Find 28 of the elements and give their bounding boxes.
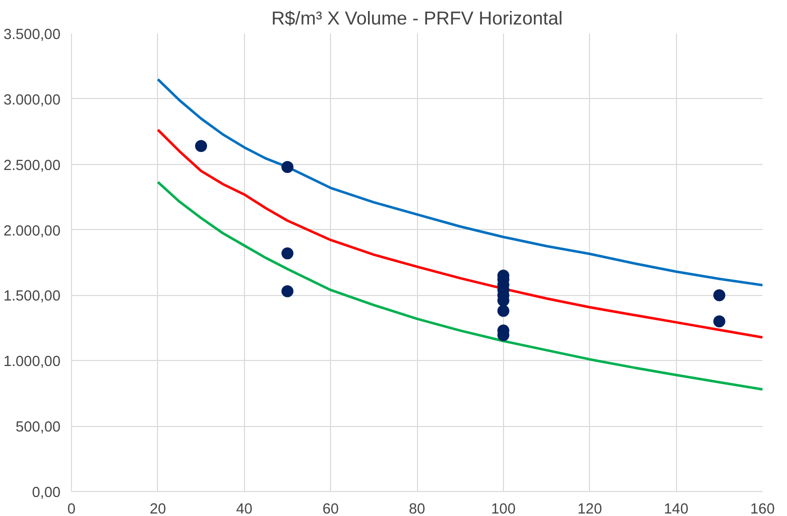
y-tick-label: 500,00 [16,420,60,436]
chart-title: R$/m³ X Volume - PRFV Horizontal [271,8,563,28]
point [713,289,726,302]
y-tick-label: 1.000,00 [3,354,61,370]
point [497,304,510,317]
x-tick-label: 160 [750,502,775,516]
x-tick-label: 60 [322,502,339,516]
y-tick-label: 0,00 [32,485,61,501]
y-tick-label: 1.500,00 [3,288,61,305]
x-tick-label: 100 [491,502,516,516]
y-tick-label: 2.500,00 [3,158,61,174]
x-tick-label: 140 [664,502,688,516]
x-tick-label: 80 [408,502,426,516]
line-series [156,128,762,339]
point [281,285,294,298]
line-series [156,78,762,286]
point [281,160,294,173]
x-tick-label: 120 [578,502,602,516]
x-tick-label: 40 [236,502,252,516]
line-series [156,180,762,391]
y-tick-label: 3.000,00 [3,92,61,108]
y-tick-label: 2.000,00 [3,223,61,240]
point [281,247,294,260]
x-tick-label: 0 [67,502,76,516]
x-tick-label: 20 [150,502,166,516]
point [195,140,208,152]
y-tick-label: 3.500,00 [3,27,61,43]
point [713,315,726,328]
